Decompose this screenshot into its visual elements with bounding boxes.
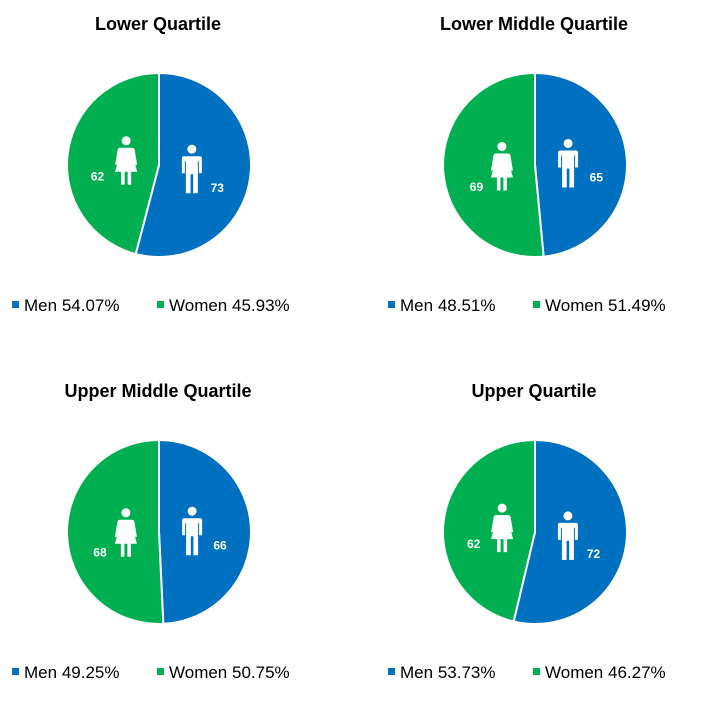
woman-icon	[490, 142, 513, 191]
pie-slice-women	[66, 71, 160, 256]
data-label-men: 66	[213, 539, 227, 553]
legend-label-men: Men	[400, 296, 434, 315]
data-label-men: 65	[590, 170, 604, 184]
legend-label-men: Men	[24, 663, 58, 682]
data-label-women: 62	[91, 170, 105, 184]
legend-item-men: Men 49.25%	[12, 663, 119, 683]
legend-item-men: Men 54.07%	[12, 296, 119, 316]
chart-panel-upper-quartile: Upper Quartile 72 62 Men 53.73% Women 46.…	[376, 367, 702, 720]
pie-slice-women	[442, 438, 536, 623]
legend-percent-men: 48.51%	[437, 296, 496, 315]
pie-chart: 66 68	[66, 438, 252, 625]
legend-percent-women: 50.75%	[232, 663, 290, 682]
legend-swatch-men	[388, 668, 395, 675]
man-icon	[558, 138, 579, 188]
legend-swatch-women	[533, 301, 540, 308]
legend-label-men: Men	[24, 296, 58, 315]
chart-title: Upper Middle Quartile	[64, 381, 252, 401]
legend-label-women: Women	[169, 296, 228, 315]
chart-panel-lower-quartile: Lower Quartile 73 62 Men 54.07% Women 45.…	[0, 0, 351, 353]
pie-chart: 73 62	[66, 71, 252, 258]
pie-slice-women	[66, 438, 165, 625]
legend-item-men: Men 48.51%	[388, 296, 495, 316]
data-label-women: 62	[467, 537, 481, 551]
pie-slice-men	[158, 438, 252, 625]
data-label-women: 68	[93, 546, 107, 560]
pie-chart: 65 69	[442, 71, 628, 258]
legend-percent-women: 46.27%	[608, 663, 666, 682]
chart-panel-upper-middle-quartile: Upper Middle Quartile 66 68 Men 49.25% Wo…	[0, 367, 351, 720]
chart-title: Lower Middle Quartile	[439, 14, 629, 34]
legend-swatch-men	[12, 301, 19, 308]
legend-item-women: Women 45.93%	[157, 296, 290, 316]
legend-label-women: Women	[169, 663, 228, 682]
pie-slice-men	[534, 71, 628, 258]
legend-item-men: Men 53.73%	[388, 663, 495, 683]
woman-icon	[114, 508, 137, 557]
data-label-men: 72	[587, 547, 601, 561]
legend-swatch-men	[388, 301, 395, 308]
woman-icon	[115, 136, 138, 185]
legend-swatch-women	[157, 301, 164, 308]
legend-label-women: Women	[545, 663, 604, 682]
pie-chart: 72 62	[442, 438, 628, 625]
man-icon	[557, 511, 578, 560]
chart-title: Upper Quartile	[471, 381, 597, 401]
legend-percent-women: 45.93%	[232, 296, 290, 315]
legend-label-women: Women	[545, 296, 604, 315]
data-label-men: 73	[211, 181, 225, 195]
chart-panel-lower-middle-quartile: Lower Middle Quartile 65 69 Men 48.51% Wo…	[376, 0, 702, 353]
man-icon	[182, 506, 203, 556]
legend-percent-men: 49.25%	[61, 663, 120, 682]
legend-swatch-men	[12, 668, 19, 675]
legend-item-women: Women 51.49%	[533, 296, 666, 316]
legend-percent-men: 53.73%	[437, 663, 496, 682]
legend-swatch-women	[533, 668, 540, 675]
legend-swatch-women	[157, 668, 164, 675]
data-label-women: 69	[470, 180, 484, 194]
legend-percent-women: 51.49%	[608, 296, 666, 315]
man-icon	[181, 144, 202, 194]
legend-item-women: Women 50.75%	[157, 663, 290, 683]
woman-icon	[491, 503, 514, 553]
chart-title: Lower Quartile	[94, 14, 222, 34]
legend-label-men: Men	[400, 663, 434, 682]
legend-item-women: Women 46.27%	[533, 663, 666, 683]
legend-percent-men: 54.07%	[61, 296, 120, 315]
